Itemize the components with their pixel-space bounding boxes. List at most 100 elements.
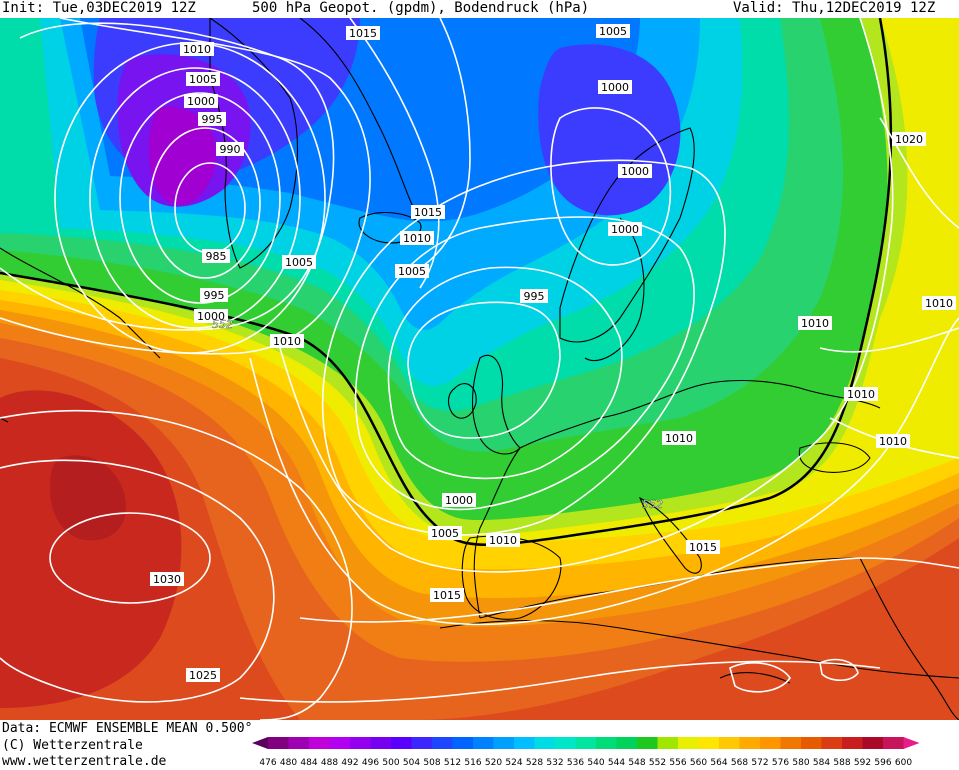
- isobar-label: 1010: [876, 434, 910, 448]
- svg-text:1015: 1015: [414, 206, 442, 219]
- legend-tick-label: 536: [567, 758, 584, 768]
- legend-tick-label: 524: [505, 758, 522, 768]
- isobar-label: 1000: [442, 493, 476, 507]
- legend-swatch: [411, 737, 433, 749]
- isobar-label: 1015: [686, 540, 720, 554]
- isobar-label: 1010: [180, 42, 214, 56]
- legend-arrow-low: [252, 737, 268, 749]
- legend-tick-label: 556: [669, 758, 686, 768]
- svg-text:1000: 1000: [601, 81, 629, 94]
- legend-tick-label: 540: [587, 758, 604, 768]
- isobar-label: 995: [520, 289, 548, 303]
- isobar-label: 1000: [608, 222, 642, 236]
- legend-swatch: [268, 737, 289, 749]
- isobar-label: 1010: [486, 533, 520, 547]
- isobar-label: 1005: [395, 264, 429, 278]
- legend-swatch: [514, 737, 535, 749]
- legend-swatch: [432, 737, 453, 749]
- website-link[interactable]: www.wetterzentrale.de: [2, 754, 167, 769]
- legend-tick-label: 544: [608, 758, 625, 768]
- isobar-label: 1000: [184, 94, 218, 108]
- isobar-label: 1030: [150, 572, 184, 586]
- land-outlines: [0, 18, 959, 720]
- legend-tick-label: 484: [300, 758, 317, 768]
- legend-tick-label: 512: [444, 758, 461, 768]
- isobar-label: 1010: [270, 334, 304, 348]
- legend-tick-label: 560: [690, 758, 707, 768]
- geopot-label: 552: [642, 498, 663, 511]
- svg-text:1005: 1005: [285, 256, 313, 269]
- legend-tick-label: 576: [772, 758, 789, 768]
- isobar-label: 1000: [194, 309, 228, 323]
- legend-tick-label: 500: [382, 758, 399, 768]
- legend-arrow-high: [903, 737, 920, 749]
- isobar-label: 1000: [618, 164, 652, 178]
- legend-tick-label: 596: [874, 758, 891, 768]
- weather-map: 1015 1010 1005 1000 995 990 985 1005 995…: [0, 18, 959, 720]
- svg-text:1000: 1000: [187, 95, 215, 108]
- legend-swatch: [309, 737, 330, 749]
- legend-tick-label: 480: [280, 758, 297, 768]
- svg-text:1010: 1010: [183, 43, 211, 56]
- isobar-label: 1000: [598, 80, 632, 94]
- legend-tick-label: 588: [833, 758, 850, 768]
- legend-tick-label: 532: [546, 758, 563, 768]
- isobar-label: 1020: [892, 132, 926, 146]
- isobar-label: 1010: [400, 231, 434, 245]
- svg-text:1005: 1005: [599, 25, 627, 38]
- svg-text:990: 990: [220, 143, 241, 156]
- svg-text:1010: 1010: [273, 335, 301, 348]
- isobar-label: 1005: [428, 526, 462, 540]
- isobar-label: 1005: [596, 24, 630, 38]
- svg-text:1015: 1015: [349, 27, 377, 40]
- legend-tick-label: 520: [485, 758, 502, 768]
- isobar-label: 1010: [662, 431, 696, 445]
- legend-swatch: [678, 737, 699, 749]
- legend-tick-label: 488: [321, 758, 338, 768]
- legend-tick-label: 584: [813, 758, 830, 768]
- geopot-label: 552: [212, 318, 233, 331]
- legend-tick-label: 548: [628, 758, 645, 768]
- legend-swatch: [801, 737, 822, 749]
- svg-text:1000: 1000: [611, 223, 639, 236]
- svg-text:995: 995: [204, 289, 225, 302]
- legend-swatch: [760, 737, 781, 749]
- legend-swatch: [842, 737, 863, 749]
- isobar-labels: 1015 1010 1005 1000 995 990 985 1005 995…: [150, 24, 956, 682]
- legend-swatch: [616, 737, 638, 749]
- legend-swatch: [739, 737, 761, 749]
- header-bar: Init: Tue,03DEC2019 12Z 500 hPa Geopot. …: [0, 0, 959, 18]
- legend-swatch: [821, 737, 843, 749]
- svg-text:1015: 1015: [433, 589, 461, 602]
- legend-swatch: [452, 737, 474, 749]
- legend-tick-label: 600: [895, 758, 912, 768]
- color-legend: 476 480 484 488 492 496 500 504 508 512 516 520 524 5…: [252, 737, 920, 768]
- legend-tick-label: 508: [423, 758, 440, 768]
- legend-swatch: [719, 737, 740, 749]
- valid-time: Valid: Thu,12DEC2019 12Z: [733, 0, 936, 16]
- svg-text:1015: 1015: [689, 541, 717, 554]
- geopot-field-592: [50, 455, 126, 541]
- legend-tick-label: 516: [464, 758, 481, 768]
- legend-swatch: [862, 737, 884, 749]
- geopot-labels: 552 552: [212, 318, 663, 511]
- legend-swatch: [288, 737, 310, 749]
- legend-swatch: [780, 737, 802, 749]
- footer: Data: ECMWF ENSEMBLE MEAN 0.500° (C) Wet…: [0, 720, 959, 770]
- copyright: (C) Wetterzentrale: [2, 738, 143, 753]
- isobar-label: 1005: [282, 255, 316, 269]
- svg-text:1005: 1005: [431, 527, 459, 540]
- isobar-label: 995: [198, 112, 226, 126]
- svg-text:1010: 1010: [403, 232, 431, 245]
- legend-tick-label: 568: [731, 758, 748, 768]
- legend-tick-label: 572: [751, 758, 768, 768]
- svg-text:1025: 1025: [189, 669, 217, 682]
- legend-tick-label: 496: [362, 758, 379, 768]
- legend-swatch: [883, 737, 904, 749]
- legend-swatch: [575, 737, 597, 749]
- isobar-label: 1010: [922, 296, 956, 310]
- svg-text:1000: 1000: [197, 310, 225, 323]
- svg-text:1010: 1010: [847, 388, 875, 401]
- svg-text:1010: 1010: [925, 297, 953, 310]
- svg-text:1010: 1010: [879, 435, 907, 448]
